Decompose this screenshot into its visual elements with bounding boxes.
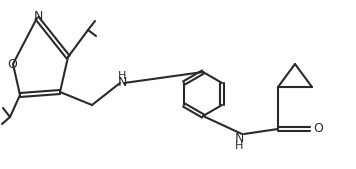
Text: N: N <box>234 132 244 146</box>
Text: N: N <box>117 76 127 89</box>
Text: N: N <box>33 10 43 23</box>
Text: H: H <box>118 71 126 81</box>
Text: O: O <box>7 57 17 70</box>
Text: H: H <box>235 141 243 151</box>
Text: O: O <box>313 123 323 136</box>
